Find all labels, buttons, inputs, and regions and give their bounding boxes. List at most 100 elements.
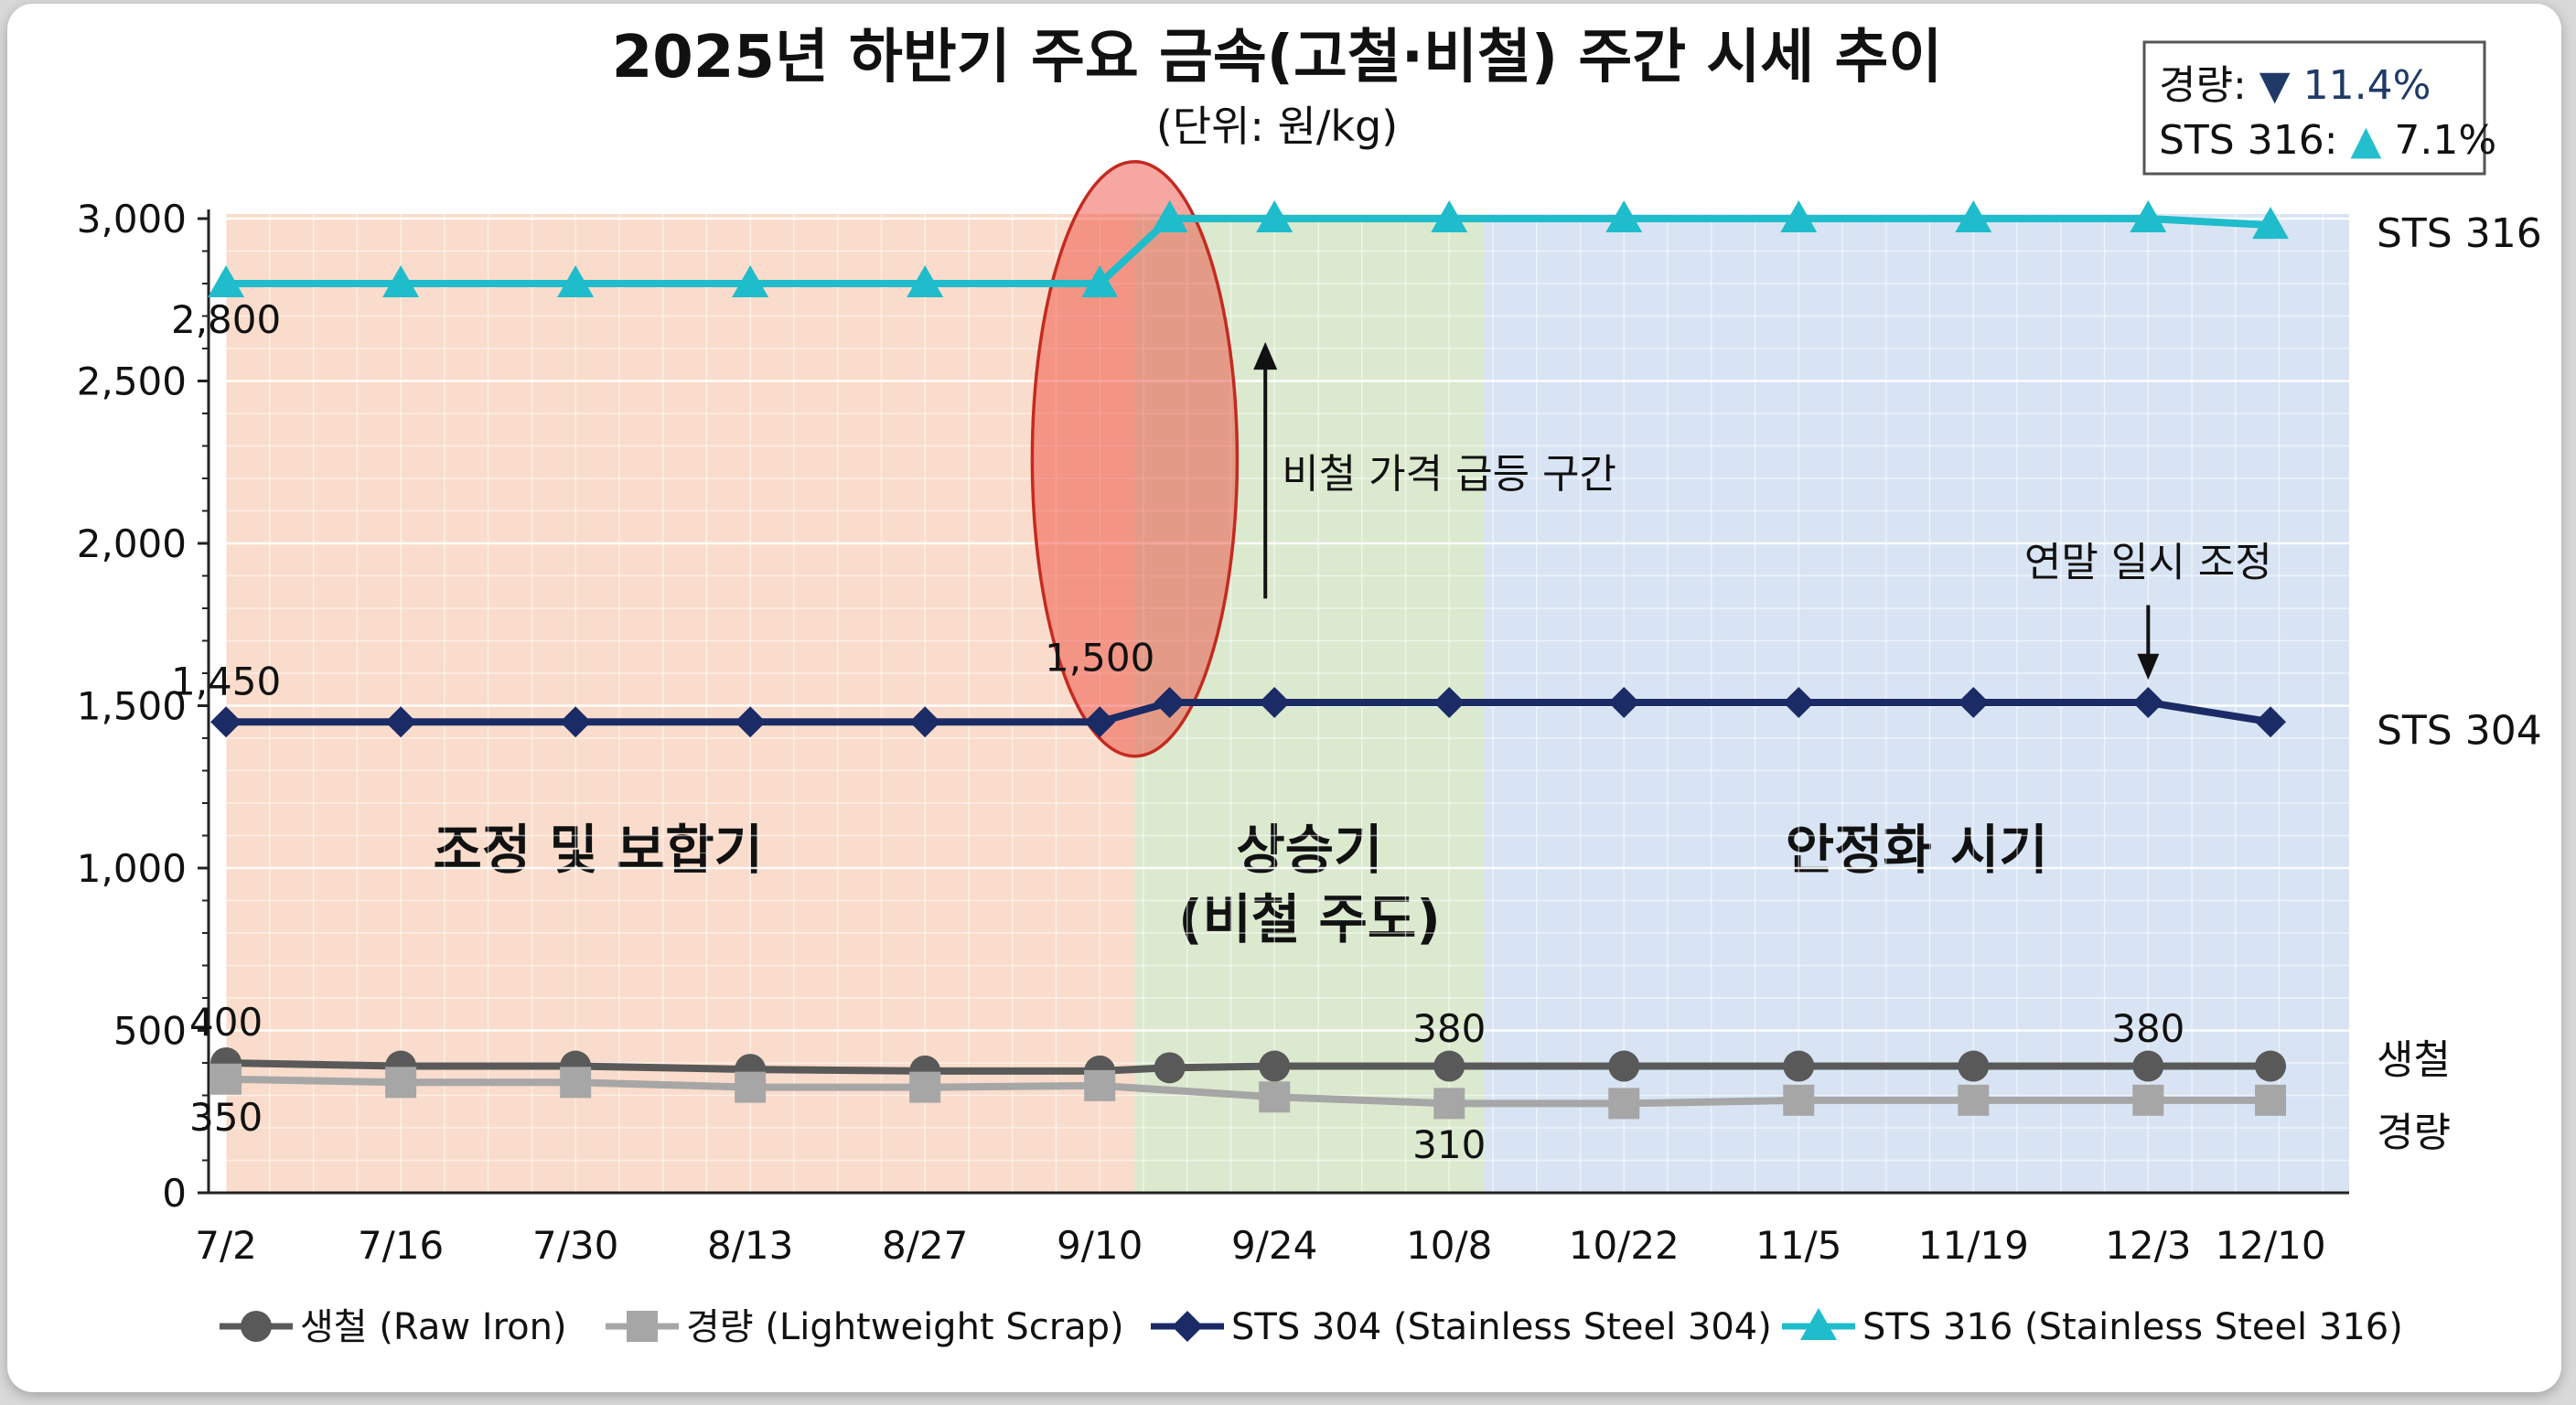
legend-marker bbox=[627, 1311, 658, 1342]
x-tick-label: 12/10 bbox=[2216, 1223, 2326, 1268]
data-point-diamond bbox=[210, 706, 242, 738]
x-tick-label: 7/30 bbox=[532, 1223, 618, 1268]
data-point-square bbox=[1084, 1069, 1116, 1101]
data-point-diamond bbox=[1433, 686, 1465, 718]
data-point-circle bbox=[1958, 1050, 1990, 1082]
chart-canvas: 조정 및 보합기 상승기(비철 주도)안정화 시기 05001,0001,5002… bbox=[77, 24, 2542, 1348]
svg-text:경량: ▼ 11.4%: 경량: ▼ 11.4% bbox=[2159, 62, 2431, 109]
data-point-diamond bbox=[909, 706, 941, 738]
data-point-triangle bbox=[2252, 207, 2290, 240]
data-point-diamond bbox=[385, 706, 417, 738]
data-point-square bbox=[2132, 1084, 2164, 1116]
data-point-diamond bbox=[1958, 686, 1990, 718]
data-point-circle bbox=[1783, 1050, 1815, 1082]
x-tick-label: 8/27 bbox=[882, 1223, 968, 1268]
legend-label: 경량 (Lightweight Scrap) bbox=[686, 1306, 1124, 1348]
data-label: 380 bbox=[1412, 1006, 1486, 1051]
axes: 0 500 1,000 1,500 2,000 2,500 3,000 7/2 7/16 7/30… bbox=[77, 197, 2349, 1268]
x-tick-label: 12/3 bbox=[2105, 1223, 2191, 1268]
up-arrow-icon: ▲ bbox=[2351, 117, 2382, 164]
data-point-circle bbox=[1259, 1050, 1291, 1082]
data-label: 350 bbox=[189, 1095, 263, 1140]
data-point-diamond bbox=[560, 706, 592, 738]
y-tick-label: 1,000 bbox=[77, 846, 187, 891]
series-line bbox=[226, 215, 2271, 287]
y-tick-label: 2,500 bbox=[77, 359, 187, 404]
data-point-triangle bbox=[382, 265, 420, 297]
data-point-circle bbox=[1154, 1052, 1186, 1084]
y-tick-label: 1,500 bbox=[77, 684, 187, 729]
surge-highlight-ellipse bbox=[1030, 159, 1240, 758]
legend-marker bbox=[1800, 1308, 1837, 1340]
up-arrow-icon bbox=[1253, 341, 1278, 370]
phase-region-label: (비철 주도) bbox=[1178, 888, 1441, 950]
legend-label: STS 304 (Stainless Steel 304) bbox=[1231, 1306, 1772, 1348]
svg-text:STS 316: ▲ 7.1%: STS 316: ▲ 7.1% bbox=[2159, 117, 2496, 164]
y-tick-label: 2,000 bbox=[77, 521, 187, 566]
data-label: 310 bbox=[1412, 1122, 1486, 1167]
series-end-label: STS 304 bbox=[2377, 707, 2542, 754]
phase-region-label: 조정 및 보합기 bbox=[433, 819, 763, 881]
series-end-label: 경량 bbox=[2377, 1110, 2451, 1156]
data-point-diamond bbox=[1783, 686, 1815, 718]
x-tick-label: 9/10 bbox=[1057, 1223, 1143, 1268]
data-point-square bbox=[1783, 1084, 1815, 1116]
x-tick-label: 8/13 bbox=[707, 1223, 793, 1268]
series-end-label: 생철 bbox=[2377, 1037, 2451, 1084]
x-tick-label: 7/2 bbox=[195, 1223, 257, 1268]
surge-annotation: 비철 가격 급등 구간 bbox=[1282, 451, 1616, 498]
data-point-square bbox=[1259, 1081, 1291, 1113]
x-tick-label: 7/16 bbox=[358, 1223, 444, 1268]
data-labels: 2,800 1,450 1,500 400 350 380 310 380 bbox=[171, 297, 2184, 1167]
legend-marker bbox=[1172, 1311, 1203, 1342]
data-label: 2,800 bbox=[171, 297, 281, 342]
legend-label: 생철 (Raw Iron) bbox=[300, 1306, 567, 1348]
surge-highlight bbox=[1030, 159, 1240, 758]
x-tick-label: 10/8 bbox=[1406, 1223, 1492, 1268]
series-line bbox=[226, 1059, 2271, 1075]
data-point-triangle bbox=[1151, 200, 1188, 232]
down-arrow-icon bbox=[2137, 653, 2160, 681]
y-tick-label: 0 bbox=[162, 1171, 187, 1216]
data-point-triangle bbox=[2130, 200, 2167, 232]
summary-label-sts316: STS 316: bbox=[2159, 117, 2338, 164]
data-point-square bbox=[560, 1067, 592, 1099]
down-arrow-icon: ▼ bbox=[2259, 62, 2291, 109]
data-point-square bbox=[210, 1063, 242, 1095]
summary-value-lightweight: 11.4% bbox=[2303, 62, 2431, 109]
series-line bbox=[226, 698, 2271, 726]
chart-card: 조정 및 보합기 상승기 (비철 주도) 안정화 시기 0 500 1,000 1,500 2… bbox=[7, 4, 2561, 1392]
data-point-diamond bbox=[1154, 686, 1186, 718]
chart-title: 2025년 하반기 주요 금속(고철·비철) 주간 시세 추이 bbox=[612, 24, 1942, 91]
x-tick-label: 10/22 bbox=[1569, 1223, 1680, 1268]
data-point-triangle bbox=[557, 265, 595, 297]
data-point-square bbox=[1608, 1088, 1640, 1120]
summary-value-sts316: 7.1% bbox=[2394, 117, 2496, 164]
summary-box: 경량: ▼ 11.4% STS 316: ▲ 7.1% bbox=[2142, 40, 2496, 176]
x-tick-label: 11/5 bbox=[1755, 1223, 1841, 1268]
data-point-triangle bbox=[1431, 200, 1468, 232]
data-point-square bbox=[1958, 1084, 1990, 1116]
legend-marker bbox=[241, 1311, 272, 1342]
phase-region-label: 상승기 bbox=[1236, 819, 1382, 881]
data-point-triangle bbox=[1256, 200, 1293, 232]
yearend-annotation: 연말 일시 조정 bbox=[2024, 540, 2272, 586]
data-point-triangle bbox=[208, 265, 245, 297]
data-point-square bbox=[1433, 1088, 1465, 1120]
y-tick-label: 500 bbox=[113, 1009, 187, 1054]
summary-label-lightweight: 경량: bbox=[2159, 62, 2247, 109]
chart-subtitle: (단위: 원/kg) bbox=[1156, 102, 1398, 151]
series-end-label: STS 316 bbox=[2377, 210, 2542, 257]
data-point-diamond bbox=[1608, 686, 1640, 718]
data-point-square bbox=[385, 1067, 417, 1099]
data-point-diamond bbox=[1084, 706, 1116, 738]
data-label: 400 bbox=[189, 1000, 263, 1045]
phase-region-bg bbox=[226, 214, 1135, 1193]
data-point-circle bbox=[2255, 1050, 2287, 1082]
x-tick-label: 11/19 bbox=[1918, 1223, 2029, 1268]
data-point-triangle bbox=[1780, 200, 1818, 232]
data-point-triangle bbox=[1955, 200, 1992, 232]
data-point-diamond bbox=[1259, 686, 1291, 718]
